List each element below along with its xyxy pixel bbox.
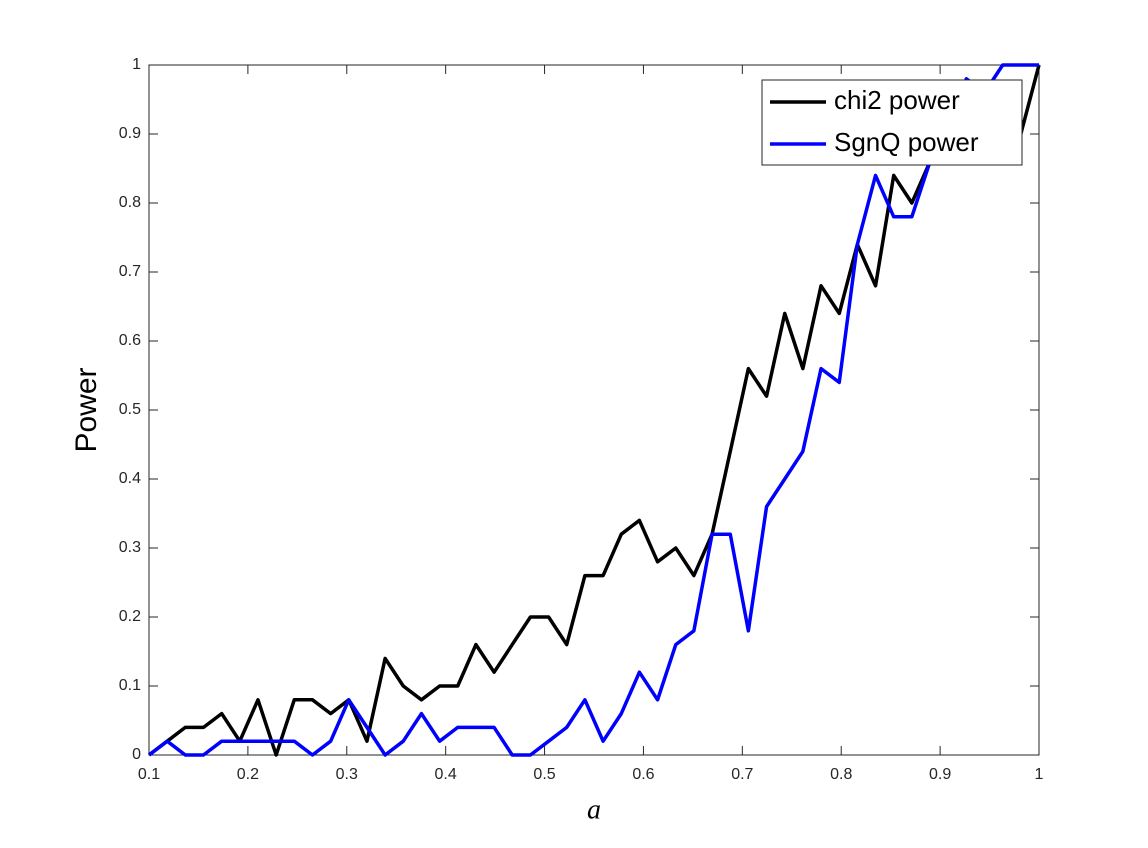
x-tick-label: 0.6: [632, 766, 654, 783]
legend-box: [761, 79, 1023, 166]
y-tick-label: 0.3: [119, 539, 141, 556]
x-tick-label: 0.7: [731, 766, 753, 783]
x-tick-label: 1: [1035, 766, 1044, 783]
y-tick-label: 1: [132, 56, 141, 73]
y-tick-label: 0.8: [119, 194, 141, 211]
y-tick-label: 0.1: [119, 677, 141, 694]
y-tick-label: 0.4: [119, 470, 141, 487]
x-tick-label: 0.4: [435, 766, 457, 783]
x-tick-label: 0.3: [336, 766, 358, 783]
x-tick-label: 0.5: [533, 766, 555, 783]
x-tick-label: 0.2: [237, 766, 259, 783]
y-tick-label: 0.7: [119, 263, 141, 280]
y-tick-label: 0: [132, 746, 141, 763]
x-axis-label: a: [587, 794, 601, 825]
x-tick-label: 0.1: [138, 766, 160, 783]
line-series: [147, 63, 1039, 757]
x-tick-label: 0.8: [830, 766, 852, 783]
line-series: [147, 64, 1041, 757]
x-tick-label: 0.9: [929, 766, 951, 783]
legend-label: SgnQ power: [834, 127, 979, 157]
y-tick-label: 0.5: [119, 401, 141, 418]
legend-label: chi2 power: [834, 85, 960, 115]
y-axis-label: Power: [70, 367, 103, 452]
y-tick-label: 0.6: [119, 332, 141, 349]
y-tick-label: 0.2: [119, 608, 141, 625]
y-tick-label: 0.9: [119, 125, 141, 142]
plot-area: [148, 64, 1040, 756]
